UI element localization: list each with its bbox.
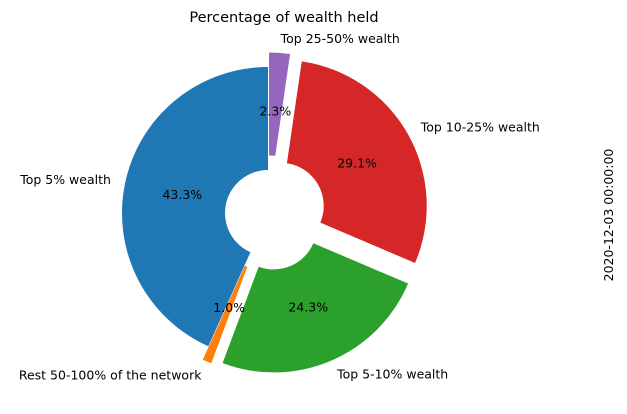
category-label-rest-50-100-of-the-network: Rest 50-100% of the network bbox=[19, 368, 202, 383]
pct-label-top-5-wealth: 43.3% bbox=[162, 187, 202, 202]
category-label-top-25-50-wealth: Top 25-50% wealth bbox=[280, 31, 400, 46]
pct-label-top-5-10-wealth: 24.3% bbox=[288, 299, 328, 314]
slice-top-5-10-wealth bbox=[222, 243, 409, 373]
category-label-top-10-25-wealth: Top 10-25% wealth bbox=[420, 120, 540, 135]
category-label-top-5-10-wealth: Top 5-10% wealth bbox=[336, 367, 448, 382]
slice-top-10-25-wealth bbox=[286, 61, 427, 263]
slice-top-5-wealth bbox=[122, 67, 268, 347]
slice-rest-50-100-of-the-network bbox=[202, 265, 248, 364]
side-label: 2020-12-03 00:00:00 bbox=[601, 149, 616, 282]
pct-label-rest-50-100-of-the-network: 1.0% bbox=[213, 300, 245, 315]
pct-label-top-25-50-wealth: 2.3% bbox=[259, 104, 291, 119]
slice-top-25-50-wealth bbox=[269, 52, 291, 156]
chart-title: Percentage of wealth held bbox=[189, 10, 378, 26]
slices-group bbox=[122, 52, 427, 373]
pct-label-top-10-25-wealth: 29.1% bbox=[337, 155, 377, 170]
category-label-top-5-wealth: Top 5% wealth bbox=[19, 172, 111, 187]
labels-group: 43.3% Top 5% wealth 1.0% Rest 50-100% of th… bbox=[19, 31, 540, 383]
